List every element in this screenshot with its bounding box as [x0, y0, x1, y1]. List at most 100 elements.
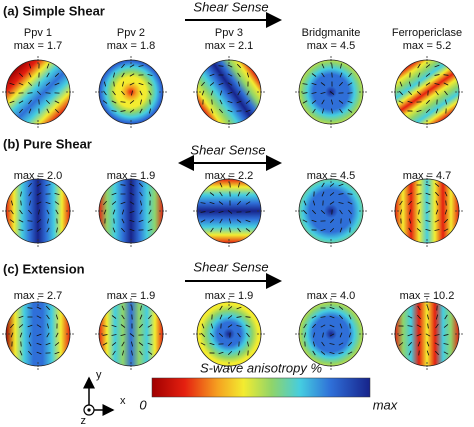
fast-direction — [443, 324, 449, 328]
fast-direction — [303, 332, 307, 338]
fast-direction — [56, 227, 58, 233]
fast-direction — [236, 316, 242, 318]
fast-direction — [219, 108, 223, 114]
fast-direction — [218, 65, 224, 67]
fast-direction — [140, 99, 142, 105]
fast-direction — [434, 350, 440, 356]
fast-direction — [18, 100, 24, 104]
fast-direction — [339, 108, 343, 114]
fast-direction — [18, 72, 24, 78]
mineral-label: Ppv 2 — [117, 27, 145, 39]
fast-direction — [219, 218, 223, 224]
fast-direction — [219, 227, 223, 233]
fast-direction — [19, 209, 23, 215]
fast-direction — [129, 219, 135, 223]
fast-direction — [329, 91, 335, 95]
panel-title: (c) Extension — [3, 261, 85, 276]
fast-direction — [148, 314, 152, 320]
fast-direction — [55, 209, 59, 215]
fast-direction — [238, 182, 240, 188]
max-label: max = 1.7 — [14, 40, 63, 52]
mineral-label: Ferropericlase — [392, 27, 462, 39]
fast-directions — [102, 63, 153, 114]
fast-direction — [311, 82, 317, 86]
fast-direction — [38, 81, 40, 87]
fast-direction — [416, 228, 422, 232]
fast-direction — [45, 82, 51, 86]
fast-direction — [27, 92, 33, 94]
fast-direction — [103, 81, 107, 87]
fast-direction — [201, 332, 205, 338]
fast-direction — [229, 182, 231, 188]
fast-direction — [28, 209, 32, 215]
fast-direction — [425, 73, 431, 77]
fast-direction — [416, 91, 422, 95]
fast-direction — [407, 325, 413, 327]
fast-direction — [218, 333, 224, 337]
fast-direction — [121, 314, 125, 320]
fast-direction — [407, 341, 413, 347]
fast-direction — [443, 351, 449, 355]
fast-direction — [312, 323, 316, 329]
fast-direction — [227, 210, 233, 214]
fast-direction — [443, 82, 449, 86]
fast-direction — [27, 229, 33, 231]
fast-direction — [339, 227, 343, 233]
fast-direction — [399, 81, 403, 87]
fast-direction — [54, 192, 60, 196]
fast-direction — [10, 323, 14, 329]
fast-direction — [302, 83, 308, 85]
fast-direction — [444, 90, 448, 96]
fast-direction — [28, 191, 32, 197]
fast-direction — [407, 192, 413, 196]
fast-direction — [245, 109, 251, 113]
fast-direction — [434, 229, 440, 231]
fast-directions — [9, 63, 60, 114]
fast-direction — [434, 74, 440, 76]
fast-direction — [149, 108, 151, 114]
fast-direction — [201, 90, 205, 96]
fast-direction — [10, 200, 14, 206]
fast-direction — [227, 109, 233, 113]
fast-direction — [54, 100, 60, 104]
fast-direction — [120, 101, 126, 103]
pole-figure — [98, 178, 164, 244]
fast-direction — [45, 305, 51, 311]
fast-directions — [201, 63, 251, 114]
fast-direction — [398, 333, 404, 337]
fast-direction — [200, 211, 206, 213]
fast-direction — [443, 334, 449, 336]
fast-direction — [425, 82, 431, 86]
fast-direction — [416, 109, 422, 113]
fast-direction — [54, 73, 60, 77]
fast-direction — [348, 209, 352, 215]
fast-direction — [9, 100, 15, 104]
fast-direction — [329, 192, 335, 196]
fast-direction — [321, 99, 325, 105]
fast-direction — [46, 63, 50, 69]
fast-direction — [434, 334, 440, 336]
fast-direction — [113, 81, 115, 87]
fast-direction — [409, 218, 411, 224]
fast-direction — [347, 351, 353, 355]
fast-directions — [302, 182, 353, 233]
fast-direction — [417, 341, 421, 347]
fast-direction — [36, 219, 42, 223]
fast-direction — [407, 333, 413, 337]
fast-direction — [36, 324, 42, 328]
fast-direction — [219, 90, 223, 96]
fast-direction — [27, 307, 33, 309]
fast-direction — [417, 305, 421, 311]
fast-direction — [121, 341, 125, 347]
fast-direction — [426, 341, 430, 347]
fast-direction — [348, 332, 352, 338]
fast-direction — [129, 73, 135, 77]
fast-direction — [398, 100, 404, 104]
fast-direction — [229, 218, 231, 224]
fast-direction — [20, 200, 22, 206]
pole-figure — [5, 178, 71, 244]
fast-direction — [129, 192, 135, 196]
fast-direction — [227, 64, 233, 68]
z-axis-dot — [87, 408, 91, 412]
fast-direction — [338, 100, 344, 104]
